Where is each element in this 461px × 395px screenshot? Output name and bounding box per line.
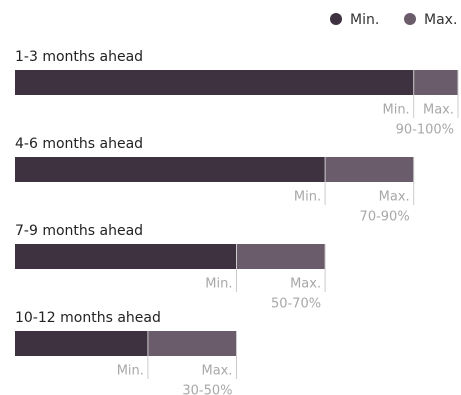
range-label: 30-50% xyxy=(182,384,232,395)
bar-max xyxy=(147,331,237,356)
bar-max xyxy=(325,157,414,182)
bar-max xyxy=(413,70,458,95)
max-label: Max. xyxy=(379,190,410,205)
legend-label: Min. xyxy=(350,12,379,28)
category-label: 10-12 months ahead xyxy=(15,310,161,326)
max-label: Max. xyxy=(201,364,232,379)
bar-min xyxy=(15,244,237,269)
bar-min xyxy=(15,70,414,95)
range-label: 90-100% xyxy=(396,123,454,138)
legend-swatch xyxy=(404,13,416,25)
bar-max xyxy=(236,244,326,269)
range-label: 50-70% xyxy=(271,297,321,312)
category-label: 4-6 months ahead xyxy=(15,136,143,152)
category-label: 7-9 months ahead xyxy=(15,223,143,239)
min-label: Min. xyxy=(382,103,409,118)
min-label: Min. xyxy=(294,190,321,205)
bar-min xyxy=(15,157,326,182)
legend-label: Max. xyxy=(424,12,457,28)
category-label: 1-3 months ahead xyxy=(15,49,143,65)
bar-min xyxy=(15,331,148,356)
min-label: Min. xyxy=(117,364,144,379)
max-label: Max. xyxy=(290,277,321,292)
min-label: Min. xyxy=(205,277,232,292)
legend-swatch xyxy=(330,13,342,25)
range-label: 70-90% xyxy=(360,210,410,225)
max-label: Max. xyxy=(423,103,454,118)
